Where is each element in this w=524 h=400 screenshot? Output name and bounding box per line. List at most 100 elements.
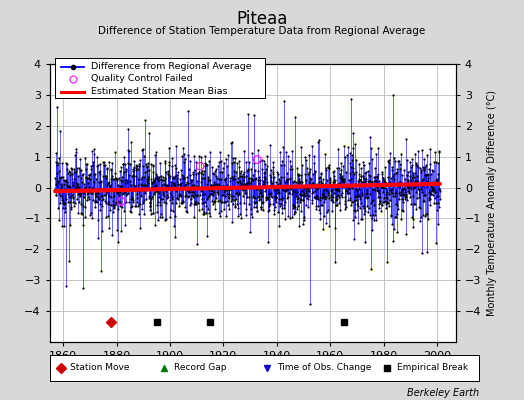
Point [58, 197, 67, 203]
Point [202, 195, 211, 202]
Point [133, 163, 141, 169]
Point [399, 199, 407, 205]
Point [357, 178, 366, 185]
Point [270, 210, 278, 217]
Point [243, 180, 251, 186]
Point [419, 197, 428, 204]
Point [372, 176, 380, 183]
Point [356, 204, 364, 211]
Point [339, 182, 347, 188]
Point [260, 174, 268, 180]
Point [215, 209, 224, 216]
Point [149, 169, 157, 176]
Point [73, 173, 82, 180]
Point [425, 166, 433, 172]
Point [238, 186, 246, 192]
Point [186, 158, 194, 164]
Point [134, 182, 142, 188]
Point [339, 178, 347, 184]
Point [407, 201, 415, 207]
Point [356, 200, 365, 206]
Point [213, 191, 222, 197]
Point [422, 152, 431, 158]
Point [424, 216, 432, 222]
Point [87, 165, 95, 172]
Point [280, 98, 289, 104]
Point [122, 166, 130, 172]
Point [229, 201, 237, 207]
Point [228, 160, 236, 166]
Point [230, 168, 238, 174]
Point [320, 194, 329, 201]
Point [246, 211, 255, 217]
Point [198, 206, 206, 212]
Point [305, 178, 313, 185]
Point [433, 160, 442, 166]
Point [157, 176, 165, 182]
Point [69, 195, 77, 202]
Point [75, 191, 83, 198]
Point [151, 182, 159, 189]
Point [157, 195, 166, 202]
Point [133, 198, 141, 205]
Point [377, 183, 385, 190]
Point [165, 185, 173, 191]
Point [112, 175, 121, 182]
Point [209, 192, 217, 198]
Point [401, 194, 410, 201]
Point [140, 117, 149, 123]
Point [122, 192, 130, 198]
Point [353, 207, 361, 214]
Point [94, 190, 102, 196]
Point [392, 211, 401, 217]
Point [409, 170, 417, 176]
Point [147, 196, 155, 202]
Point [117, 164, 125, 170]
Point [209, 190, 217, 196]
Point [293, 195, 301, 202]
Point [64, 190, 72, 197]
Point [348, 130, 357, 136]
Point [187, 200, 195, 206]
Point [170, 234, 179, 240]
Point [278, 197, 286, 204]
Point [307, 182, 315, 188]
Point [328, 187, 336, 193]
Point [238, 171, 247, 177]
Point [95, 168, 104, 174]
Point [399, 166, 408, 173]
Point [325, 162, 333, 168]
Point [62, 160, 71, 166]
Point [197, 188, 205, 194]
Point [154, 199, 162, 206]
Point [410, 185, 418, 192]
Point [282, 149, 290, 155]
Point [116, 198, 124, 205]
Point [120, 207, 128, 214]
Point [105, 183, 114, 190]
Point [254, 147, 263, 154]
Point [252, 184, 260, 191]
Point [114, 239, 122, 245]
Point [132, 162, 140, 168]
Point [244, 176, 253, 182]
Point [154, 177, 162, 183]
Point [120, 190, 128, 196]
Point [373, 186, 381, 193]
Point [319, 192, 327, 198]
Point [274, 189, 282, 195]
Point [346, 150, 354, 156]
Point [134, 176, 142, 182]
Point [226, 186, 235, 192]
Point [231, 204, 239, 210]
Point [397, 215, 405, 222]
Point [283, 179, 292, 186]
Point [110, 205, 118, 211]
Point [252, 199, 260, 206]
Point [408, 193, 417, 199]
Point [89, 159, 97, 165]
Point [419, 176, 427, 182]
Point [431, 195, 440, 202]
Point [286, 166, 294, 172]
Point [138, 187, 147, 193]
